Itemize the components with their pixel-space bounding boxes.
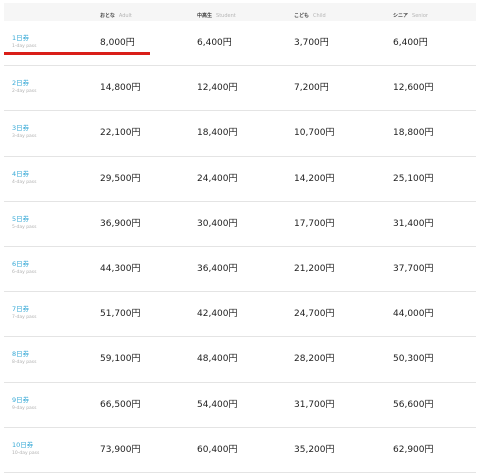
price-senior: 12,600円 [393,83,434,94]
table-row: 1日券 1-day pass 8,000円 6,400円 3,700円 6,400円 [4,21,476,67]
selected-row-underline [4,51,150,55]
pass-name-en: 9-day pass [12,405,37,411]
table-row: 7日券 7-day pass 51,700円 42,400円 24,700円 44,000… [4,292,476,338]
table-body: 1日券 1-day pass 8,000円 6,400円 3,700円 6,400円 2日券… [4,21,476,473]
header-child: こども Child [294,3,326,21]
price-student: 36,400円 [197,263,238,274]
pass-label[interactable]: 5日券 5-day pass [12,215,37,232]
pass-label[interactable]: 6日券 6-day pass [12,260,37,277]
header-label-en: Child [313,13,326,19]
header-label-en: Adult [118,13,132,19]
price-student: 6,400円 [197,38,232,48]
table-row: 2日券 2-day pass 14,800円 12,400円 7,200円 12,600円 [4,66,476,112]
pass-name-en: 6-day pass [12,269,37,275]
price-senior: 37,700円 [393,263,434,274]
price-adult: 36,900円 [100,218,141,229]
price-adult: 29,500円 [100,173,141,184]
pass-name-en: 5-day pass [12,224,37,230]
price-child: 21,200円 [294,263,335,274]
header-label-en: Senior [412,13,428,19]
pass-name-jp[interactable]: 2日券 [12,79,30,88]
pass-label[interactable]: 10日券 10-day pass [12,441,39,458]
price-senior: 44,000円 [393,309,434,320]
price-child: 28,200円 [294,354,335,365]
price-senior: 31,400円 [393,218,434,229]
pass-name-en: 3-day pass [12,134,37,140]
table-row: 3日券 3-day pass 22,100円 18,400円 10,700円 18,800… [4,111,476,157]
price-student: 42,400円 [197,309,238,320]
header-adult: おとな Adult [100,3,132,21]
price-student: 60,400円 [197,444,238,455]
pass-price-table: おとな Adult 中高生 Student こども Child シニア Senior 1… [4,3,476,473]
price-student: 24,400円 [197,173,238,184]
header-label-jp: こども [294,13,310,19]
header-student: 中高生 Student [197,3,236,21]
price-adult: 66,500円 [100,399,141,410]
price-senior: 6,400円 [393,38,428,48]
table-row: 10日券 10-day pass 73,900円 60,400円 35,200円 62,9… [4,428,476,473]
table-row: 4日券 4-day pass 29,500円 24,400円 14,200円 25,100… [4,157,476,202]
pass-name-jp[interactable]: 4日券 [12,169,30,178]
table-row: 9日券 9-day pass 66,500円 54,400円 31,700円 56,600… [4,383,476,428]
pass-label[interactable]: 9日券 9-day pass [12,396,37,413]
price-child: 24,700円 [294,309,335,320]
price-senior: 50,300円 [393,354,434,365]
price-child: 17,700円 [294,218,335,229]
pass-name-en: 1-day pass [12,44,37,49]
price-adult: 14,800円 [100,83,141,94]
price-senior: 56,600円 [393,399,434,410]
pass-name-en: 8-day pass [12,360,37,366]
pass-name-en: 10-day pass [12,450,40,456]
table-row: 6日券 6-day pass 44,300円 36,400円 21,200円 37,700… [4,247,476,293]
price-adult: 59,100円 [100,354,141,365]
header-senior: シニア Senior [393,3,428,21]
price-child: 10,700円 [294,128,335,139]
pass-name-jp[interactable]: 5日券 [12,214,30,223]
table-row: 5日券 5-day pass 36,900円 30,400円 17,700円 31,400… [4,202,476,247]
pass-name-en: 2-day pass [12,89,37,95]
price-child: 14,200円 [294,173,335,184]
pass-label[interactable]: 8日券 8-day pass [12,350,37,367]
pass-name-jp[interactable]: 9日券 [12,395,30,404]
table-row: 8日券 8-day pass 59,100円 48,400円 28,200円 50,300… [4,337,476,383]
price-student: 12,400円 [197,83,238,94]
price-senior: 25,100円 [393,173,434,184]
price-adult: 44,300円 [100,263,141,274]
pass-label[interactable]: 3日券 3-day pass [12,124,37,141]
price-student: 54,400円 [197,399,238,410]
price-adult: 73,900円 [100,444,141,455]
header-label-en: Student [216,13,236,19]
price-adult: 8,000円 [100,38,135,48]
price-adult: 22,100円 [100,128,141,139]
pass-name-jp[interactable]: 8日券 [12,350,30,359]
price-child: 7,200円 [294,83,329,94]
price-student: 48,400円 [197,354,238,365]
table-header: おとな Adult 中高生 Student こども Child シニア Senior [4,3,476,21]
price-student: 18,400円 [197,128,238,139]
pass-name-jp[interactable]: 10日券 [12,440,34,449]
price-senior: 62,900円 [393,444,434,455]
price-child: 3,700円 [294,38,329,48]
pass-label[interactable]: 1日券 1-day pass [12,34,37,51]
header-label-jp: おとな [100,13,115,19]
pass-label[interactable]: 4日券 4-day pass [12,170,37,187]
pass-name-jp[interactable]: 7日券 [12,305,30,314]
price-adult: 51,700円 [100,309,141,320]
price-child: 35,200円 [294,444,335,455]
pass-name-en: 4-day pass [12,179,37,185]
price-child: 31,700円 [294,399,335,410]
pass-label[interactable]: 2日券 2-day pass [12,79,37,96]
pass-name-jp[interactable]: 1日券 [12,34,30,42]
pass-name-en: 7-day pass [12,315,37,321]
pass-label[interactable]: 7日券 7-day pass [12,305,37,322]
header-label-jp: シニア [393,13,409,19]
pass-name-jp[interactable]: 3日券 [12,124,30,133]
header-label-jp: 中高生 [197,13,213,19]
price-student: 30,400円 [197,218,238,229]
price-senior: 18,800円 [393,128,434,139]
pass-name-jp[interactable]: 6日券 [12,259,30,268]
